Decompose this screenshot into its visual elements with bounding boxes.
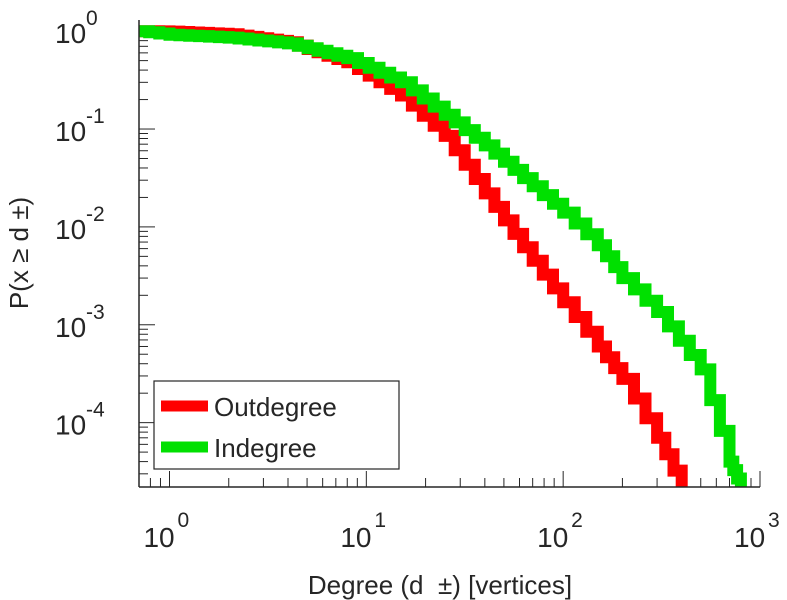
x-tick-exponent: 1 <box>374 509 386 532</box>
x-tick-label: 10 <box>143 522 174 553</box>
y-tick-exponent: -2 <box>86 203 105 226</box>
legend-box <box>153 380 400 470</box>
x-tick-exponent: 0 <box>177 509 189 532</box>
x-tick-label: 10 <box>734 522 765 553</box>
y-tick-label: 10 <box>55 312 86 343</box>
x-tick-label: 10 <box>537 522 568 553</box>
y-tick-exponent: -3 <box>86 301 105 324</box>
y-tick-exponent: 0 <box>86 7 98 30</box>
y-tick-label: 10 <box>55 214 86 245</box>
y-tick-label: 10 <box>55 18 86 49</box>
indegree-line <box>139 25 747 487</box>
x-tick-exponent: 3 <box>768 509 780 532</box>
y-tick-label: 10 <box>55 410 86 441</box>
y-tick-exponent: -4 <box>86 399 105 422</box>
x-axis-label: Degree (d ±) [vertices] <box>308 570 572 600</box>
y-tick-label: 10 <box>55 116 86 147</box>
legend-label-indegree: Indegree <box>214 433 317 463</box>
x-tick-label: 10 <box>340 522 371 553</box>
x-tick-exponent: 2 <box>571 509 583 532</box>
y-tick-exponent: -1 <box>86 105 105 128</box>
y-axis-label: P(x ≥ d ±) <box>4 197 34 309</box>
legend-label-outdegree: Outdegree <box>214 392 337 422</box>
legend: Outdegree Indegree <box>153 380 400 470</box>
